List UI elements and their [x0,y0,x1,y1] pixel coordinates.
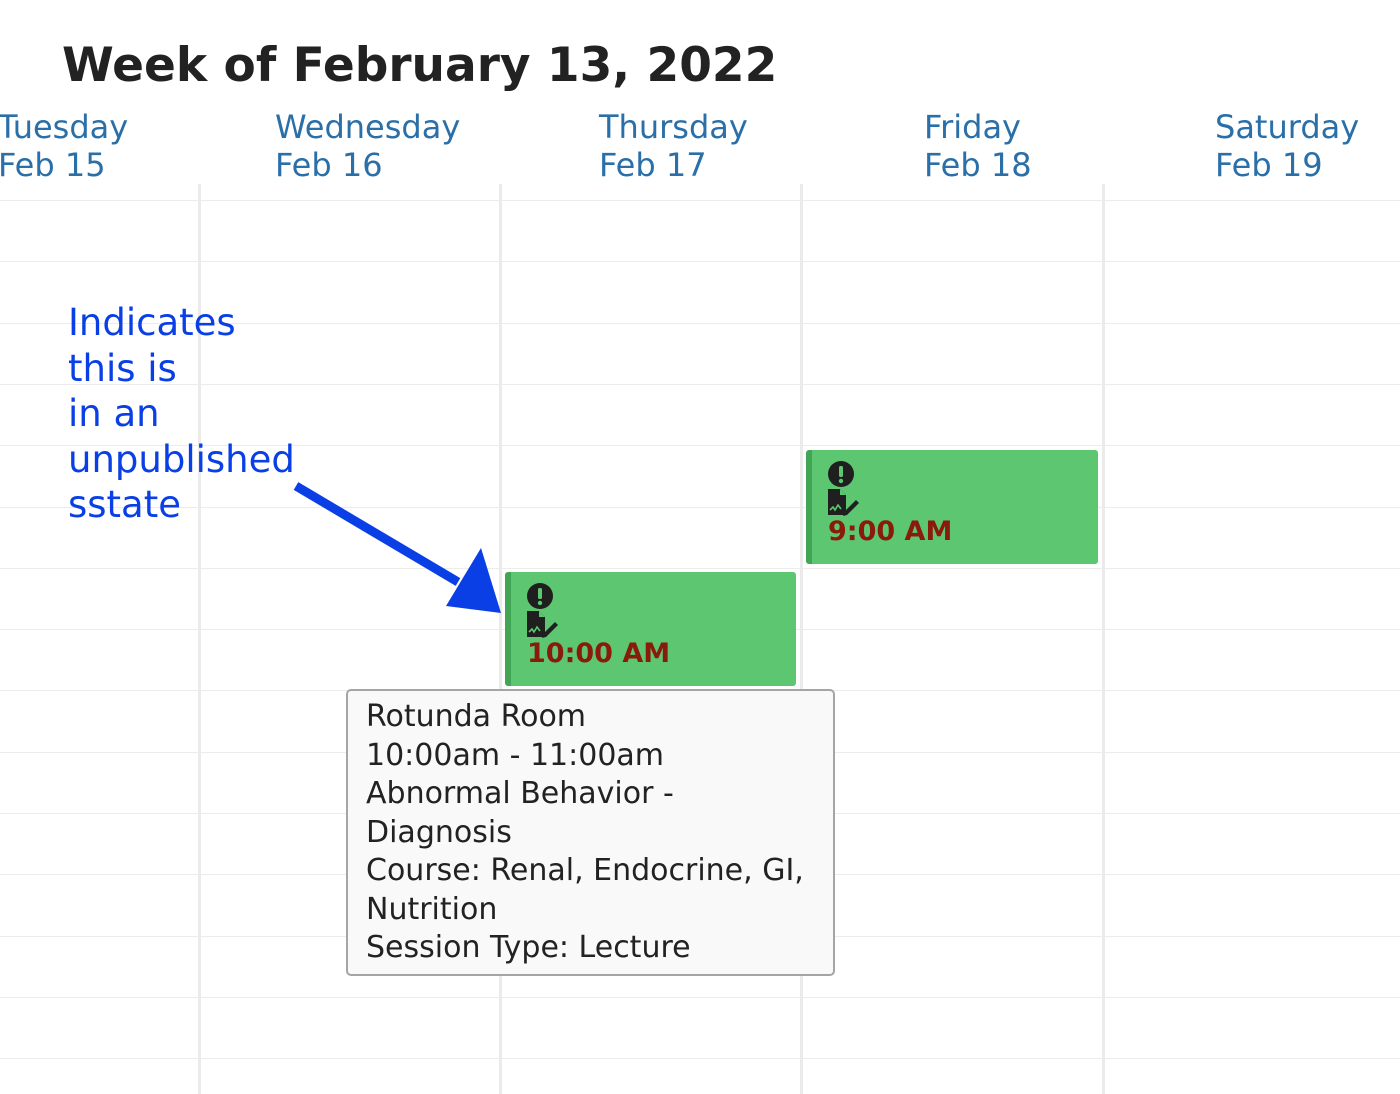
tooltip-session-title-cont: Diagnosis [366,814,512,850]
exclamation-circle-icon [527,583,553,609]
document-pencil-icon [828,489,859,516]
document-pencil-icon [527,611,558,638]
day-header-thursday[interactable]: Thursday Feb 17 [599,108,748,184]
day-header-saturday[interactable]: Saturday Feb 19 [1215,108,1359,184]
calendar-event-thursday[interactable]: 10:00 AM [505,572,796,686]
time-slot-line [0,200,1400,201]
column-divider [198,184,201,1094]
day-name: Tuesday [0,108,129,146]
event-time: 9:00 AM [828,516,953,547]
annotation-line: unpublished [68,437,295,481]
time-slot-line [0,568,1400,569]
day-date: Feb 19 [1215,146,1323,184]
day-name: Wednesday [275,108,461,146]
annotation-line: in an [68,392,160,435]
tooltip-course-cont: Nutrition [366,891,498,927]
time-slot-line [0,507,1400,508]
column-divider [800,184,803,1094]
tooltip-location: Rotunda Room [366,699,587,734]
calendar-event-friday[interactable]: 9:00 AM [806,450,1098,564]
tooltip-course: Course: Renal, Endocrine, GI, [366,853,804,888]
day-date: Feb 17 [599,146,707,184]
exclamation-circle-icon [828,461,854,487]
day-date: Feb 16 [275,146,383,184]
event-tooltip: Rotunda Room 10:00am - 11:00am Abnormal … [346,689,835,976]
page-title: Week of February 13, 2022 [62,38,778,93]
column-divider [499,184,502,1094]
day-header-wednesday[interactable]: Wednesday Feb 16 [275,108,460,184]
annotation-note: Indicates this is in an unpublished ssta… [68,300,295,528]
day-name: Thursday [599,108,748,146]
column-divider [1102,184,1105,1094]
day-date: Feb 15 [0,146,106,184]
time-slot-line [0,384,1400,385]
annotation-line: sstate [68,483,182,526]
day-name: Friday [924,108,1021,146]
day-header-tuesday[interactable]: Tuesday Feb 15 [0,108,128,184]
event-time: 10:00 AM [527,638,671,669]
annotation-line: Indicates [68,301,236,344]
tooltip-session-title: Abnormal Behavior - [366,776,674,811]
day-date: Feb 18 [924,146,1032,184]
day-header-friday[interactable]: Friday Feb 18 [924,108,1032,184]
time-slot-line [0,261,1400,262]
time-slot-line [0,323,1400,324]
time-slot-line [0,997,1400,998]
tooltip-time-range: 10:00am - 11:00am [366,737,665,773]
annotation-line: this is [68,346,177,390]
day-name: Saturday [1215,108,1360,146]
time-slot-line [0,1058,1400,1059]
time-slot-line [0,445,1400,446]
tooltip-session-type: Session Type: Lecture [366,930,691,965]
